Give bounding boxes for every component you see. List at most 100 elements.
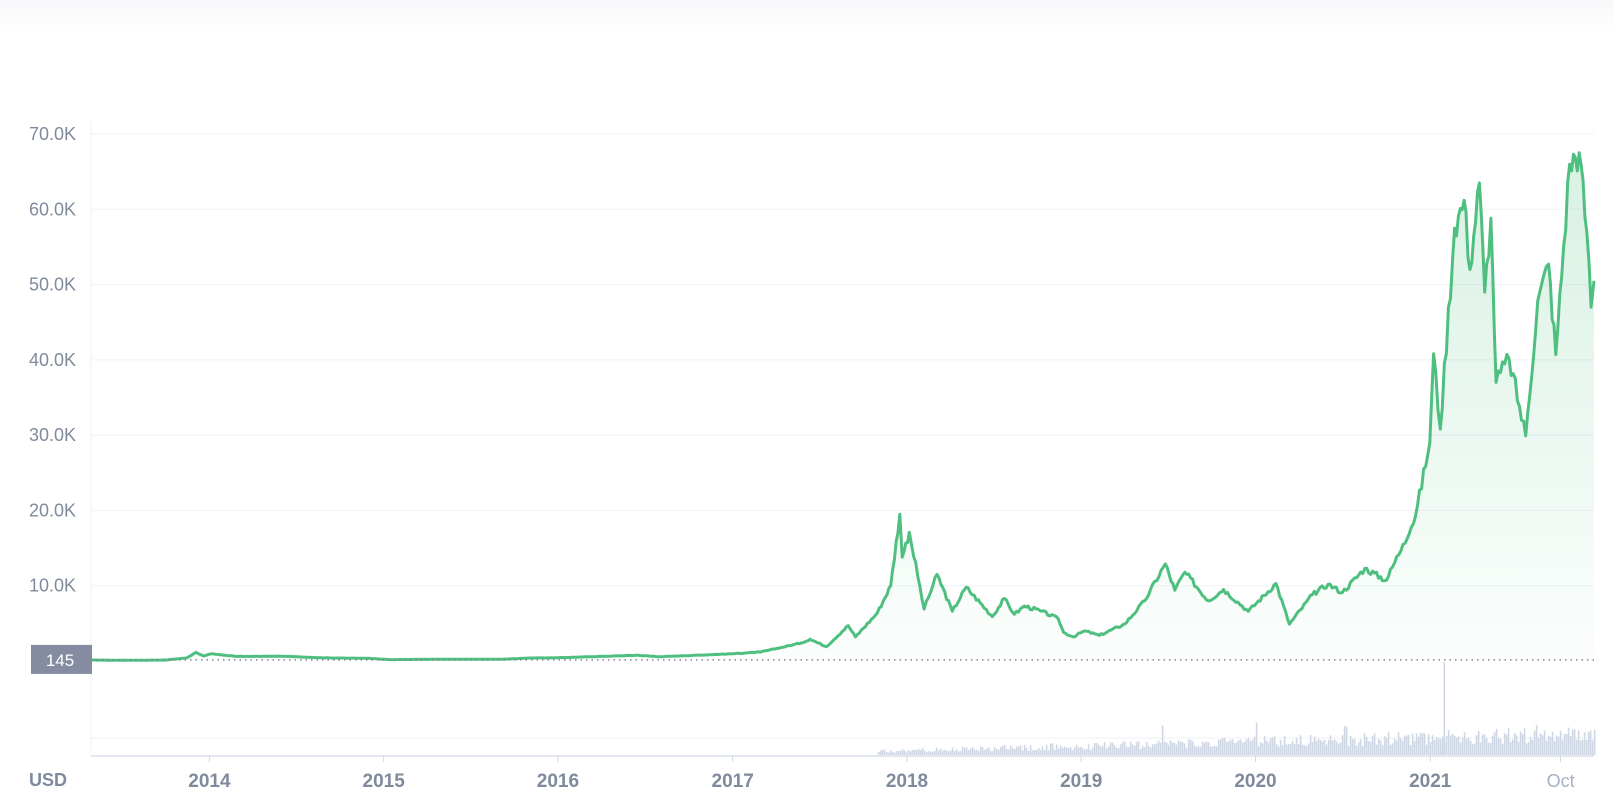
volume-bar — [1499, 738, 1502, 755]
volume-bar — [1509, 741, 1512, 755]
volume-bar — [1511, 739, 1514, 755]
volume-bar — [1157, 740, 1160, 755]
volume-bar — [1341, 735, 1344, 755]
volume-bar — [1423, 733, 1426, 755]
volume-bar — [1459, 742, 1462, 755]
volume-bar — [1445, 735, 1448, 755]
volume-bar — [1433, 739, 1436, 755]
volume-bar — [999, 746, 1002, 755]
volume-bar — [1261, 743, 1264, 755]
volume-bar — [1111, 742, 1114, 755]
volume-bar — [1353, 738, 1356, 755]
x-tick-label: 2021 — [1409, 771, 1452, 792]
volume-bar — [1165, 742, 1168, 755]
volume-bar — [1159, 742, 1162, 755]
volume-bar — [1297, 744, 1300, 755]
volume-bar — [897, 751, 900, 755]
volume-bar — [1555, 735, 1558, 755]
volume-bar — [1069, 747, 1072, 755]
volume-bar — [997, 749, 1000, 755]
volume-bar — [1323, 739, 1326, 755]
volume-bar — [1089, 749, 1092, 755]
volume-bar — [1109, 742, 1112, 755]
volume-bar — [1405, 735, 1408, 755]
volume-bar — [1081, 748, 1084, 755]
volume-bar — [1333, 739, 1336, 755]
volume-bar — [1541, 735, 1544, 755]
volume-bar — [1185, 748, 1188, 755]
volume-bar — [1589, 730, 1592, 755]
volume-bar — [1315, 740, 1318, 755]
volume-bar — [1457, 736, 1460, 755]
volume-bar — [1389, 744, 1392, 755]
volume-bar — [1151, 744, 1154, 755]
volume-bar — [1543, 730, 1546, 755]
volume-bar — [949, 750, 952, 755]
volume-bar — [1419, 733, 1422, 755]
volume-bar — [1253, 736, 1256, 755]
volume-bar — [1483, 734, 1486, 755]
reference-badge: 145 — [31, 644, 92, 674]
volume-bar — [1061, 748, 1064, 755]
volume-bar — [979, 746, 982, 755]
volume-bar — [909, 751, 912, 755]
volume-bar — [1267, 742, 1270, 755]
volume-bar — [1311, 742, 1314, 755]
volume-bar — [1381, 745, 1384, 755]
volume-bar — [1473, 743, 1476, 755]
volume-bar — [1231, 739, 1234, 755]
volume-bar — [1359, 739, 1362, 755]
volume-bar — [1041, 746, 1044, 755]
volume-bar — [1083, 749, 1086, 755]
volume-bar — [1103, 742, 1106, 755]
volume-bar — [1229, 739, 1232, 755]
volume-bar — [1117, 748, 1120, 755]
volume-bar — [1047, 750, 1050, 755]
volume-bar — [1097, 744, 1100, 755]
x-tick-label: Oct — [1547, 771, 1575, 791]
volume-bar — [945, 750, 948, 755]
volume-bar — [1011, 748, 1014, 755]
volume-bar — [1017, 746, 1020, 755]
volume-bar — [1125, 746, 1128, 755]
volume-bar — [927, 751, 930, 755]
volume-bar — [907, 750, 910, 755]
volume-bar — [1579, 740, 1582, 755]
price-line[interactable] — [91, 151, 1596, 662]
volume-bar — [1197, 746, 1200, 755]
volume-bar — [1481, 734, 1484, 755]
volume-bar — [1369, 741, 1372, 755]
volume-bar — [1335, 741, 1338, 755]
x-tick-label: 2014 — [188, 771, 231, 792]
volume-bar — [1251, 739, 1254, 755]
volume-bar — [1115, 747, 1118, 755]
volume-bar — [1561, 739, 1564, 755]
volume-bar — [1193, 745, 1196, 755]
volume-bar — [891, 751, 894, 755]
volume-bar — [1441, 736, 1444, 755]
volume-bar — [981, 746, 984, 755]
volume-bar — [1465, 738, 1468, 755]
y-axis-labels: 10.0K 20.0K 30.0K 40.0K 50.0K 60.0K 70.0K — [29, 124, 76, 596]
volume-bar — [929, 751, 932, 755]
volume-bar — [1179, 741, 1182, 755]
volume-bar — [1375, 744, 1378, 755]
volume-bar — [1175, 744, 1178, 755]
volume-bar — [1135, 742, 1138, 755]
volume-bar — [1027, 750, 1030, 755]
volume-bar — [1567, 727, 1570, 755]
volume-bar — [1187, 739, 1190, 755]
volume-bar — [1491, 735, 1494, 755]
currency-label: USD — [29, 770, 67, 790]
volume-bar — [955, 749, 958, 755]
volume-bar — [1211, 746, 1214, 755]
volume-bar — [973, 749, 976, 755]
volume-bar — [1513, 733, 1516, 755]
volume-bar — [1425, 744, 1428, 755]
volume-bar — [1337, 743, 1340, 755]
volume-bar — [1373, 733, 1376, 755]
volume-bar — [1035, 750, 1038, 755]
volume-bar — [1355, 745, 1358, 755]
volume-bar — [1021, 750, 1024, 755]
